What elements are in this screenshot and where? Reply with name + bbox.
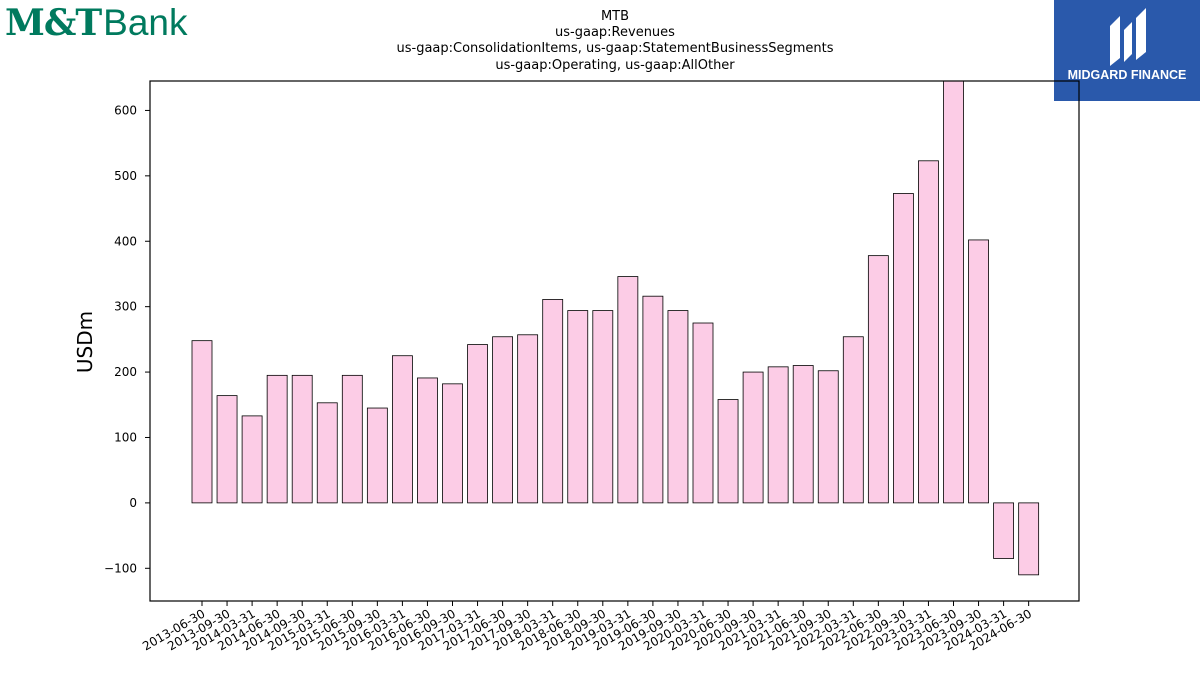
midgard-finance-logo: MIDGARD FINANCE <box>1054 0 1200 101</box>
bar <box>642 295 664 504</box>
bar <box>191 340 213 504</box>
bar <box>567 310 589 504</box>
bar <box>867 255 889 504</box>
bar <box>1018 502 1040 576</box>
y-tick-label: 300 <box>114 300 137 314</box>
bar <box>417 377 438 504</box>
bar <box>667 310 689 504</box>
y-tick-label: 500 <box>114 169 137 183</box>
y-tick-label: −100 <box>104 561 137 575</box>
bar <box>767 366 789 504</box>
midgard-logo-icon <box>1110 8 1146 66</box>
bar <box>467 344 488 504</box>
bar <box>542 299 564 504</box>
bar <box>742 371 764 504</box>
bar <box>266 374 288 504</box>
bar <box>517 334 539 504</box>
y-tick-label: 0 <box>129 496 137 510</box>
bar <box>592 310 614 504</box>
bar <box>943 80 964 504</box>
bar <box>993 502 1014 559</box>
bar <box>241 415 263 504</box>
bar <box>792 365 814 504</box>
chart-title-line-1: MTB <box>601 9 629 24</box>
bar <box>442 383 463 504</box>
x-axis: 2013-06-302013-09-302014-03-312014-06-30… <box>140 601 1034 653</box>
bar <box>341 374 363 504</box>
bar <box>717 399 739 504</box>
y-tick-label: 200 <box>114 365 137 379</box>
y-axis-label: USDm <box>73 311 97 373</box>
mt-logo-mark: M&T <box>5 2 102 44</box>
y-tick-label: 100 <box>114 430 137 444</box>
bar <box>893 193 914 504</box>
bars-group <box>191 80 1040 576</box>
bar <box>617 276 639 504</box>
y-tick-label: 600 <box>114 103 137 117</box>
midgard-logo-text: MIDGARD FINANCE <box>1067 68 1187 82</box>
bar <box>918 160 939 504</box>
chart-title-line-4: us-gaap:Operating, us-gaap:AllOther <box>495 58 735 73</box>
y-axis: −100 0 100 200 300 400 500 600 <box>104 103 150 575</box>
mt-bank-logo: M&TBank <box>5 2 188 44</box>
bar <box>968 239 989 504</box>
bar <box>842 336 864 504</box>
bar <box>492 336 514 504</box>
chart-title: MTB us-gaap:Revenues us-gaap:Consolidati… <box>396 9 833 73</box>
y-tick-label: 400 <box>114 234 137 248</box>
chart-title-line-3: us-gaap:ConsolidationItems, us-gaap:Stat… <box>396 41 833 56</box>
bar <box>692 322 714 504</box>
plot-frame <box>149 80 1080 602</box>
bar <box>216 395 238 504</box>
mt-logo-word: Bank <box>103 2 188 43</box>
bar <box>366 407 388 504</box>
bar <box>817 370 839 504</box>
bar <box>291 374 313 504</box>
bar <box>316 402 338 504</box>
chart-title-line-2: us-gaap:Revenues <box>555 25 675 40</box>
bar <box>391 355 413 504</box>
